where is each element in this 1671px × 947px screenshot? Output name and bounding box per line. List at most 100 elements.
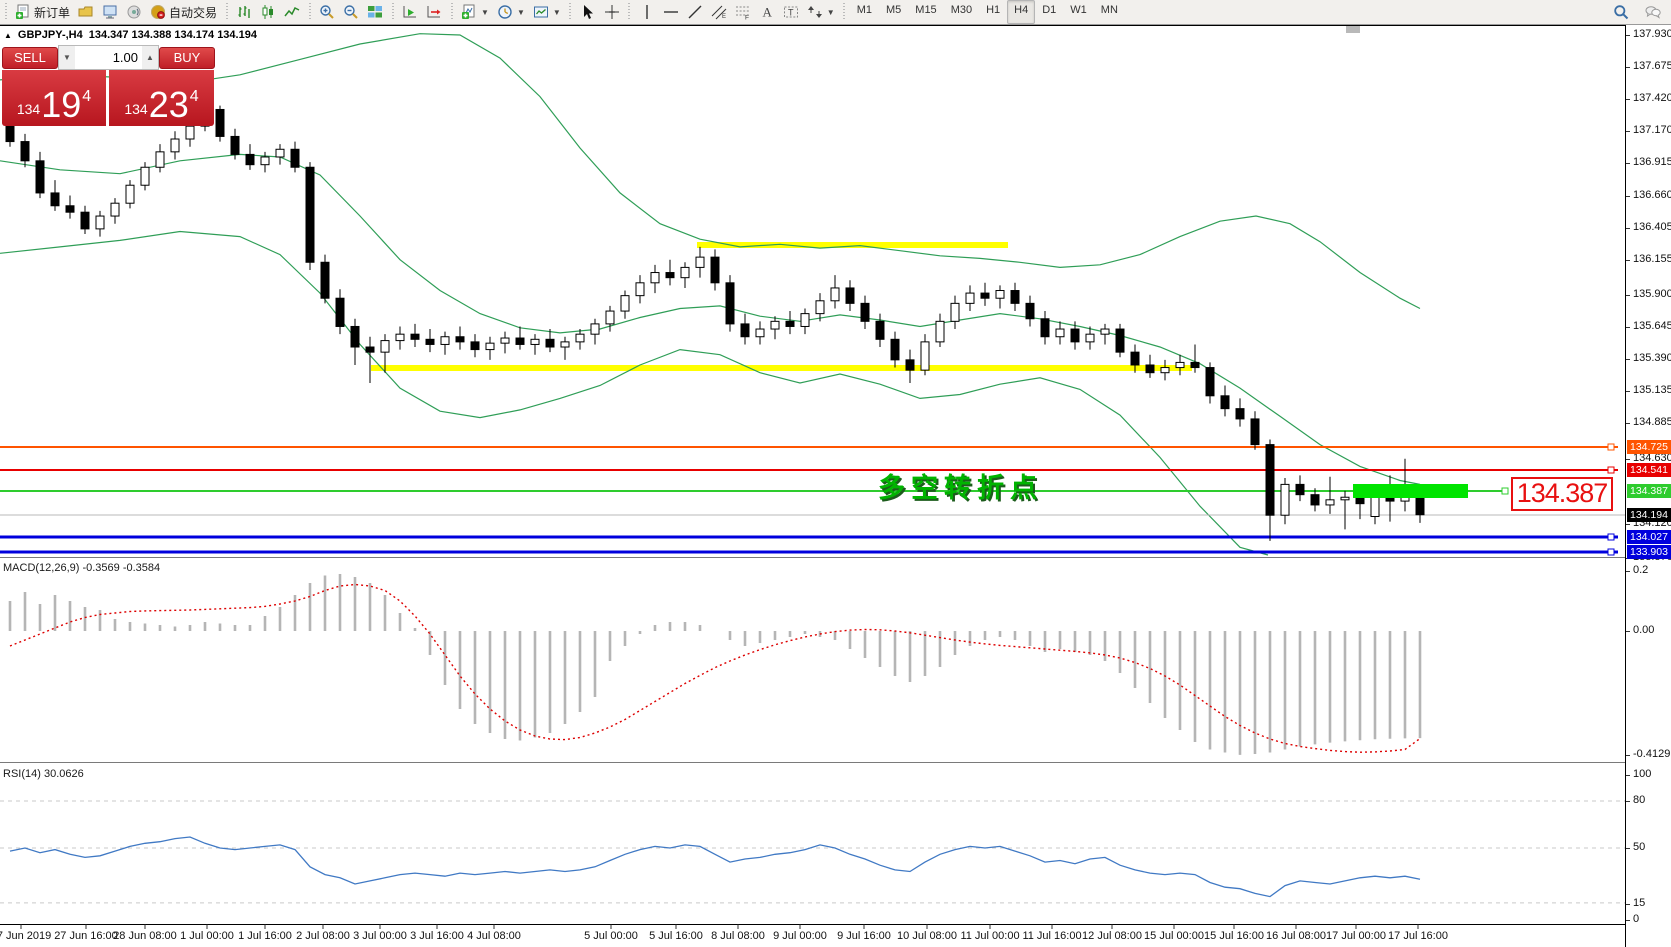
terminal-button[interactable] bbox=[98, 0, 122, 24]
price-chart-canvas[interactable] bbox=[0, 25, 1625, 947]
time-axis-label: 9 Jul 16:00 bbox=[837, 930, 891, 942]
candle-body bbox=[1055, 328, 1065, 338]
auto-scroll-button[interactable] bbox=[398, 0, 422, 24]
new-order-button[interactable]: 新订单 bbox=[11, 0, 74, 24]
chevron-down-icon[interactable]: ▼ bbox=[826, 7, 835, 17]
text-button[interactable]: A bbox=[755, 0, 779, 24]
timeframe-h4-button[interactable]: H4 bbox=[1007, 0, 1036, 24]
buy-button[interactable]: BUY bbox=[159, 47, 215, 69]
sell-button[interactable]: SELL bbox=[2, 47, 58, 69]
chevron-down-icon[interactable]: ▼ bbox=[481, 7, 489, 17]
collapse-panel-icon[interactable]: ▲ bbox=[4, 30, 12, 40]
line-anchor-handle[interactable] bbox=[1501, 487, 1509, 495]
toolbar-group-grip[interactable] bbox=[306, 3, 314, 21]
autotrading-button[interactable]: 自动交易 bbox=[146, 0, 221, 24]
candle-body bbox=[80, 211, 90, 230]
trendline-button[interactable] bbox=[683, 0, 707, 24]
toolbar-group-grip[interactable] bbox=[566, 3, 574, 21]
green-trendline-segment[interactable] bbox=[1353, 484, 1468, 498]
price-tag-label[interactable]: 134.387 bbox=[1511, 477, 1613, 511]
timeframe-h1-button[interactable]: H1 bbox=[986, 4, 1001, 16]
search-icon[interactable] bbox=[1609, 0, 1633, 24]
candle-body bbox=[65, 205, 75, 213]
candle-body bbox=[560, 341, 570, 348]
candle-body bbox=[1265, 444, 1275, 516]
indicators-button[interactable]: ▼ bbox=[457, 0, 493, 24]
strategy-tester-button[interactable] bbox=[122, 0, 146, 24]
periods-button[interactable]: ▼ bbox=[493, 0, 529, 24]
cursor-button[interactable] bbox=[576, 0, 600, 24]
chart-shift-button[interactable] bbox=[422, 0, 446, 24]
timeframe-w1-button[interactable]: W1 bbox=[1070, 4, 1087, 16]
volume-input[interactable]: 1.00 bbox=[112, 50, 138, 65]
price-tick bbox=[1626, 327, 1630, 328]
sell-price-button[interactable]: 134 19 4 bbox=[2, 70, 106, 126]
line-anchor-handle[interactable] bbox=[1607, 443, 1615, 451]
vertical-line-button[interactable] bbox=[635, 0, 659, 24]
templates-button[interactable]: ▼ bbox=[529, 0, 565, 24]
rsi-tick-label: 80 bbox=[1633, 794, 1646, 806]
equidistant-channel-button[interactable]: E bbox=[707, 0, 731, 24]
timeframe-mn-button[interactable]: MN bbox=[1100, 4, 1118, 16]
bollinger-middle-band bbox=[0, 153, 1421, 485]
candle-body bbox=[215, 108, 225, 137]
time-axis-label: 8 Jul 08:00 bbox=[711, 930, 765, 942]
candle-body bbox=[680, 266, 690, 279]
macd-tick-label: 0.00 bbox=[1633, 624, 1655, 636]
toolbar-group-grip[interactable] bbox=[625, 3, 633, 21]
candle-body bbox=[485, 342, 495, 351]
time-axis-label: 9 Jul 00:00 bbox=[773, 930, 827, 942]
fibonacci-button[interactable]: F bbox=[731, 0, 755, 24]
autotrading-button-label: 自动交易 bbox=[169, 5, 218, 20]
volume-control: ▼ 1.00 ▲ bbox=[58, 45, 159, 70]
candle-body bbox=[1025, 302, 1035, 320]
timeframe-m1-button[interactable]: M1 bbox=[856, 4, 872, 16]
profiles-button[interactable] bbox=[74, 0, 98, 24]
crosshair-button[interactable] bbox=[600, 0, 624, 24]
timeframe-d1-button[interactable]: D1 bbox=[1042, 4, 1057, 16]
line-chart-button[interactable] bbox=[280, 0, 304, 24]
price-tick bbox=[1626, 163, 1630, 164]
candle-body bbox=[455, 336, 465, 343]
candle-body bbox=[1235, 408, 1245, 420]
candle-body bbox=[770, 320, 780, 330]
line-anchor-handle[interactable] bbox=[1607, 548, 1615, 556]
timeframe-m15-button[interactable]: M15 bbox=[915, 4, 937, 16]
buy-price-button[interactable]: 134 23 4 bbox=[109, 70, 214, 126]
price-tick-label: 136.660 bbox=[1633, 189, 1671, 201]
timeframe-m30-button[interactable]: M30 bbox=[950, 4, 973, 16]
chevron-down-icon[interactable]: ▼ bbox=[516, 7, 525, 17]
price-tick bbox=[1626, 459, 1630, 460]
arrows-button[interactable]: ▼ bbox=[803, 0, 839, 24]
tile-windows-button[interactable] bbox=[363, 0, 387, 24]
turning-point-annotation[interactable]: 多空转折点 bbox=[878, 473, 1043, 503]
toolbar-group-grip[interactable] bbox=[448, 3, 456, 21]
chat-icon[interactable] bbox=[1641, 0, 1665, 24]
price-tick bbox=[1626, 99, 1630, 100]
candle-body bbox=[830, 287, 840, 302]
horizontal-line-button[interactable] bbox=[659, 0, 683, 24]
zoom-out-button[interactable] bbox=[339, 0, 363, 24]
text-label-button[interactable]: T bbox=[779, 0, 803, 24]
toolbar-group-grip[interactable] bbox=[840, 3, 848, 21]
toolbar-group-grip[interactable] bbox=[2, 3, 9, 21]
bar-chart-button[interactable] bbox=[232, 0, 256, 24]
toolbar-group-grip[interactable] bbox=[223, 3, 231, 21]
rsi-tick-label: 15 bbox=[1633, 897, 1646, 909]
toolbar-group-grip[interactable] bbox=[389, 3, 397, 21]
price-tick bbox=[1626, 67, 1630, 68]
volume-increase-button[interactable]: ▲ bbox=[142, 46, 158, 69]
chart-area[interactable]: 137.930 137.675 137.420 137.170 136.915 136.6… bbox=[0, 25, 1671, 947]
candlestick-chart-button[interactable] bbox=[256, 0, 280, 24]
price-badge-134.725: 134.725 bbox=[1627, 440, 1671, 454]
chevron-down-icon[interactable]: ▼ bbox=[552, 7, 561, 17]
zoom-in-button[interactable] bbox=[315, 0, 339, 24]
line-anchor-handle[interactable] bbox=[1607, 533, 1615, 541]
chart-shift-marker[interactable] bbox=[1346, 26, 1360, 33]
candle-body bbox=[440, 336, 450, 345]
volume-decrease-button[interactable]: ▼ bbox=[59, 46, 75, 69]
timeframe-m5-button[interactable]: M5 bbox=[886, 4, 902, 16]
price-axis[interactable]: 137.930 137.675 137.420 137.170 136.915 136.6… bbox=[1625, 25, 1671, 947]
price-tick bbox=[1626, 196, 1630, 197]
line-anchor-handle[interactable] bbox=[1607, 466, 1615, 474]
